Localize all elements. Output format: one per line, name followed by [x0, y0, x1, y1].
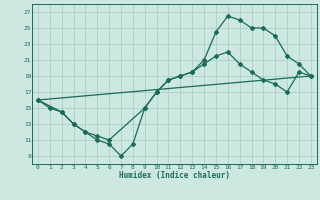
X-axis label: Humidex (Indice chaleur): Humidex (Indice chaleur): [119, 171, 230, 180]
